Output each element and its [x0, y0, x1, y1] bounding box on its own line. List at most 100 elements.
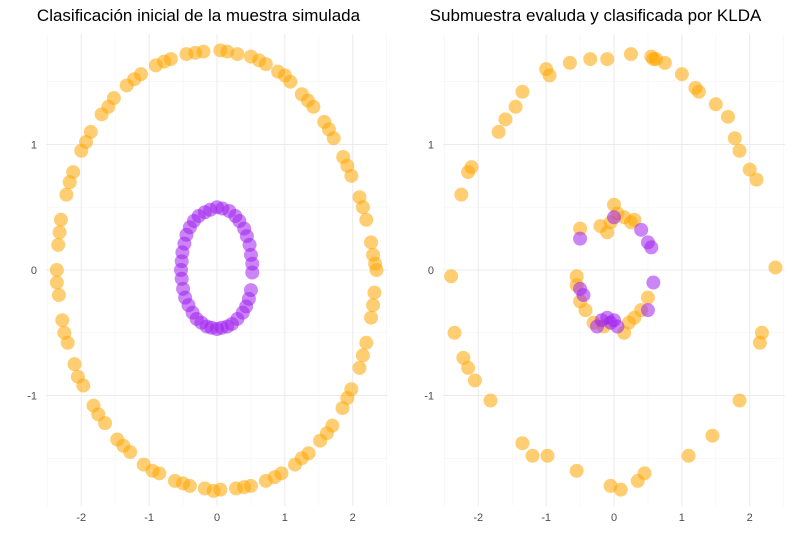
data-point — [55, 313, 70, 328]
series-0 — [444, 47, 783, 497]
data-point — [646, 52, 661, 67]
data-point — [215, 201, 230, 216]
data-point — [640, 303, 655, 318]
data-point — [657, 55, 672, 70]
left-chart-title: Clasificación inicial de la muestra simu… — [36, 6, 361, 25]
data-point — [573, 231, 588, 246]
data-point — [59, 187, 74, 202]
data-point — [742, 162, 757, 177]
data-point — [674, 67, 689, 82]
data-point — [228, 209, 243, 224]
data-point — [242, 237, 257, 252]
data-point — [182, 220, 197, 235]
data-point — [79, 134, 94, 149]
data-point — [235, 305, 250, 320]
right-chart-panel: Submuestra evaluda y clasificada por KLD… — [397, 0, 794, 550]
data-point — [267, 470, 282, 485]
data-point — [491, 124, 506, 139]
data-point — [352, 360, 367, 375]
data-point — [749, 172, 764, 187]
data-point — [578, 303, 593, 318]
data-point — [91, 407, 106, 422]
data-point — [220, 44, 235, 59]
y-tick-label: 0 — [428, 265, 434, 277]
data-point — [321, 122, 336, 137]
data-point — [177, 236, 192, 251]
data-point — [300, 93, 315, 108]
data-point — [447, 325, 462, 340]
data-point — [49, 263, 64, 277]
data-point — [51, 237, 66, 252]
data-point — [364, 310, 379, 325]
x-tick-label: -1 — [144, 512, 154, 524]
x-tick-label: -2 — [473, 512, 483, 524]
data-point — [101, 99, 116, 114]
data-point — [67, 357, 82, 372]
y-tick-label: 1 — [31, 139, 37, 151]
data-point — [540, 448, 555, 463]
x-tick-label: 2 — [350, 512, 356, 524]
data-point — [594, 313, 609, 328]
data-point — [583, 52, 598, 67]
data-point — [768, 260, 783, 275]
data-point — [634, 222, 649, 237]
data-point — [52, 225, 67, 240]
data-point — [454, 187, 469, 202]
x-tick-label: -1 — [541, 512, 551, 524]
data-point — [456, 350, 471, 365]
x-tick-label: 0 — [611, 512, 617, 524]
y-tick-label: -1 — [27, 391, 37, 403]
data-point — [508, 99, 523, 114]
data-point — [245, 256, 260, 271]
data-point — [467, 373, 482, 388]
data-point — [640, 290, 655, 305]
data-point — [319, 426, 334, 441]
data-point — [359, 335, 374, 350]
right-scatter-plot: -2 -1 0 1 2 -1 0 1 — [424, 34, 785, 524]
data-point — [630, 473, 645, 488]
x-tick-label: 2 — [747, 512, 753, 524]
data-point — [57, 325, 72, 340]
data-point — [367, 285, 382, 300]
data-point — [627, 212, 642, 227]
data-point — [732, 393, 747, 408]
data-point — [355, 348, 370, 363]
left-scatter-plot: -2 -1 0 1 2 -1 0 1 — [27, 34, 388, 524]
data-point — [732, 143, 747, 158]
data-point — [178, 290, 193, 305]
right-chart-title: Submuestra evaluda y clasificada por KLD… — [429, 6, 762, 25]
data-point — [600, 52, 615, 67]
data-point — [366, 247, 381, 262]
data-point — [483, 393, 498, 408]
data-point — [174, 254, 189, 269]
data-point — [542, 68, 557, 83]
data-point — [277, 68, 292, 83]
series-1 — [174, 200, 260, 336]
data-point — [359, 212, 374, 227]
data-point — [498, 112, 513, 127]
data-point — [241, 291, 256, 306]
series-0 — [49, 43, 384, 498]
data-point — [127, 72, 142, 87]
series-1 — [573, 210, 661, 334]
data-point — [174, 271, 189, 286]
data-point — [515, 84, 530, 99]
data-point — [705, 428, 720, 443]
grid-lines — [46, 34, 388, 506]
data-point — [603, 478, 618, 493]
data-point — [607, 313, 621, 328]
data-point — [366, 298, 381, 313]
data-point — [294, 451, 309, 466]
data-point — [562, 55, 577, 70]
data-point — [70, 369, 85, 384]
data-point — [49, 275, 64, 290]
data-point — [708, 97, 723, 112]
data-point — [206, 483, 221, 498]
data-point — [214, 320, 229, 335]
data-point — [237, 480, 252, 495]
data-point — [752, 335, 767, 350]
data-point — [600, 225, 615, 240]
x-tick-label: -2 — [76, 512, 86, 524]
data-point — [525, 448, 540, 463]
data-point — [340, 391, 355, 406]
